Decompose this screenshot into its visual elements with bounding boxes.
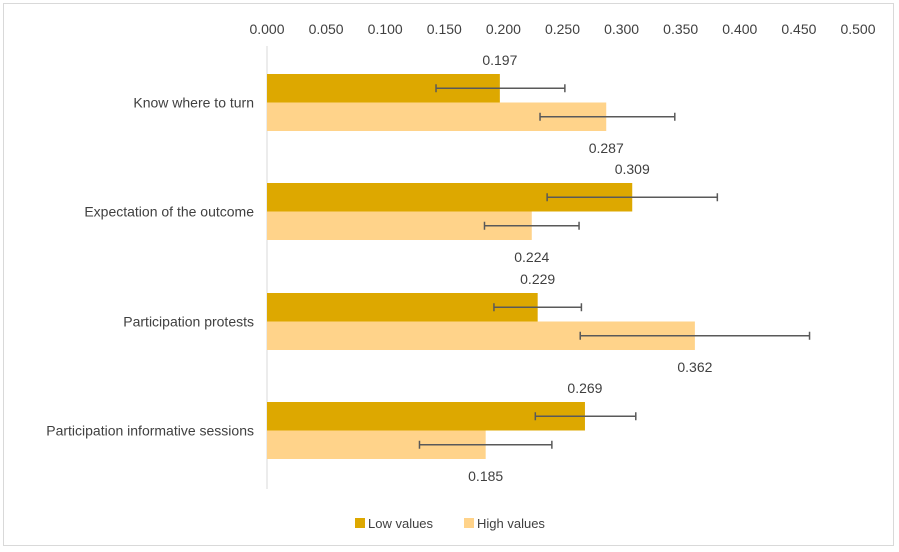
x-tick-label: 0.050 (309, 21, 344, 37)
bar (267, 293, 538, 322)
x-tick-label: 0.450 (781, 21, 816, 37)
data-labels: 0.197 0.287 0.309 0.224 0.229 0.362 0.269 0.185 (468, 52, 712, 484)
data-label: 0.197 (482, 52, 517, 68)
error-bar (493, 303, 583, 312)
legend-label: High values (477, 516, 545, 531)
error-bar (546, 193, 719, 202)
error-bars (418, 84, 811, 449)
category-label: Participation informative sessions (46, 423, 254, 439)
error-bar (539, 112, 676, 121)
category-label: Know where to turn (133, 95, 254, 111)
x-tick-label: 0.150 (427, 21, 462, 37)
legend: Low values High values (355, 516, 545, 531)
bar (267, 402, 585, 431)
chart-frame: 0.000 0.050 0.100 0.150 0.200 0.250 0.300 0.350… (3, 3, 894, 546)
data-label: 0.269 (567, 380, 602, 396)
x-tick-label: 0.000 (249, 21, 284, 37)
category-label: Participation protests (123, 314, 254, 330)
data-label: 0.185 (468, 468, 503, 484)
data-label: 0.309 (615, 161, 650, 177)
x-tick-label: 0.200 (486, 21, 521, 37)
x-tick-label: 0.300 (604, 21, 639, 37)
legend-label: Low values (368, 516, 434, 531)
legend-swatch (464, 518, 474, 528)
error-bar (418, 440, 553, 449)
x-tick-label: 0.350 (663, 21, 698, 37)
category-labels: Know where to turn Expectation of the out… (46, 95, 254, 439)
legend-swatch (355, 518, 365, 528)
data-label: 0.362 (677, 359, 712, 375)
x-tick-label: 0.250 (545, 21, 580, 37)
error-bar (579, 331, 811, 340)
x-tick-label: 0.400 (722, 21, 757, 37)
x-tick-label: 0.500 (840, 21, 875, 37)
x-axis-ticks: 0.000 0.050 0.100 0.150 0.200 0.250 0.300 0.350… (249, 21, 875, 37)
error-bar (534, 412, 637, 421)
bars (267, 74, 695, 459)
data-label: 0.287 (589, 140, 624, 156)
error-bar (483, 221, 580, 230)
category-label: Expectation of the outcome (84, 204, 254, 220)
error-bar (435, 84, 566, 93)
bar-chart: 0.000 0.050 0.100 0.150 0.200 0.250 0.300 0.350… (46, 21, 875, 531)
x-tick-label: 0.100 (368, 21, 403, 37)
data-label: 0.224 (514, 249, 549, 265)
data-label: 0.229 (520, 271, 555, 287)
